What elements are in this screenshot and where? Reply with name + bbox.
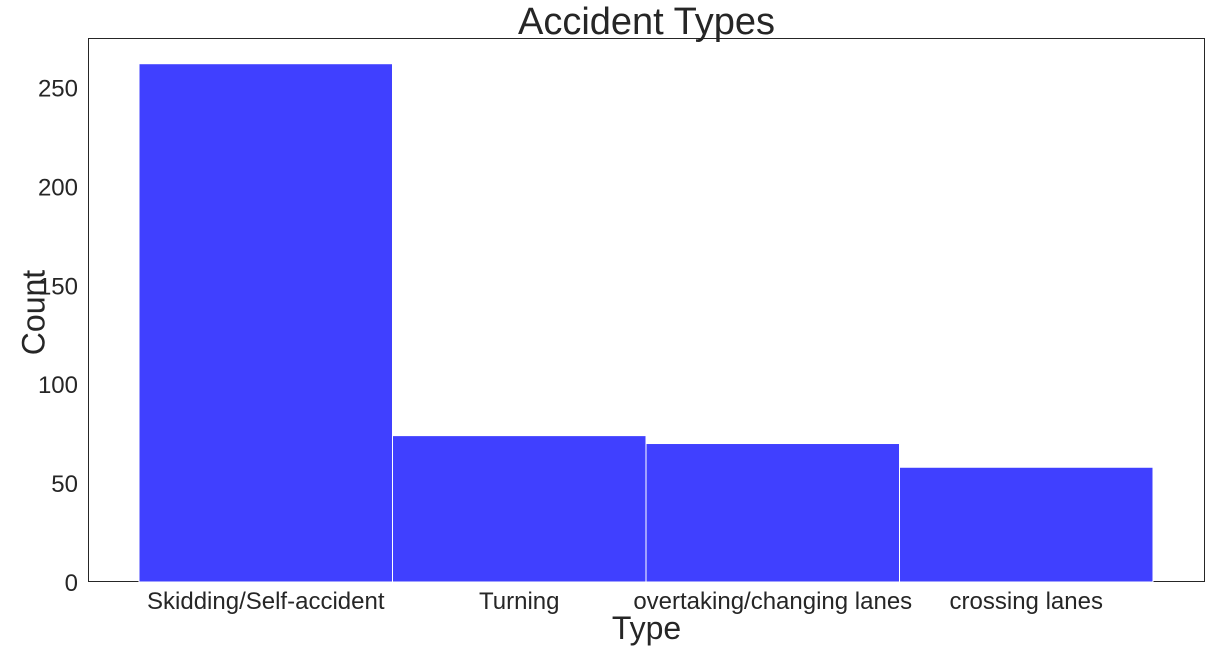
y-axis-label: Count	[15, 269, 52, 356]
x-tick-label: crossing lanes	[950, 588, 1103, 615]
y-tick-label: 250	[38, 75, 78, 102]
x-tick-label: Skidding/Self-accident	[147, 588, 385, 615]
x-axis-label: Type	[611, 610, 682, 646]
chart-title: Accident Types	[517, 1, 775, 43]
bar-3	[899, 466, 1154, 583]
y-tick-label: 100	[38, 372, 78, 399]
x-tick-label: Turning	[479, 588, 559, 615]
bar-2	[645, 443, 900, 583]
bar-1	[392, 435, 647, 583]
x-tick-label: overtaking/changing lanes	[633, 588, 912, 615]
y-tick-label: 200	[38, 174, 78, 201]
y-axis-ticks: 0 50 100 150 200 250	[38, 75, 78, 597]
y-tick-label: 50	[51, 471, 78, 498]
bars-group	[138, 63, 1154, 583]
y-tick-label: 0	[65, 570, 78, 597]
bar-0	[138, 63, 393, 583]
x-axis-ticks: Skidding/Self-accident Turning overtaking/…	[147, 588, 1103, 615]
y-tick-label: 150	[38, 273, 78, 300]
